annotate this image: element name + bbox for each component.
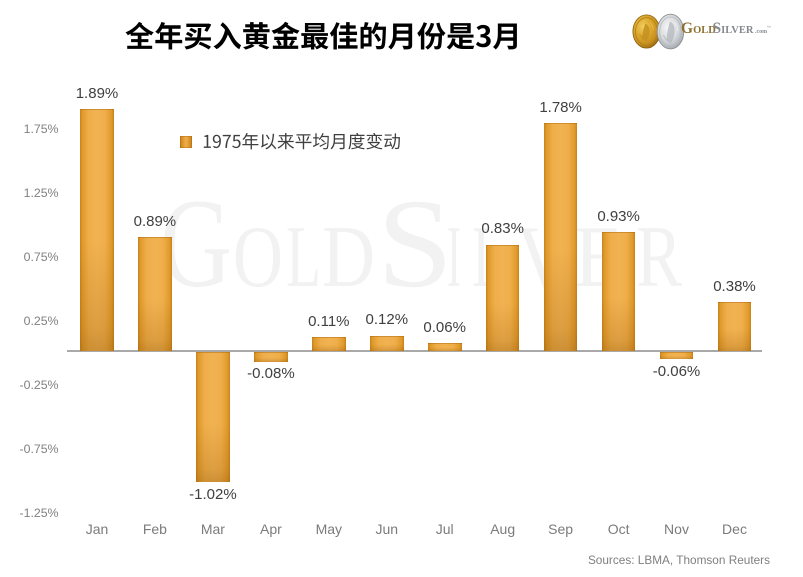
svg-text:R: R (636, 209, 682, 306)
svg-text:™: ™ (767, 25, 772, 30)
svg-text:G: G (160, 174, 232, 314)
svg-text:.com: .com (755, 29, 767, 35)
svg-text:GOLD: GOLD (681, 20, 716, 37)
svg-text:S: S (377, 174, 453, 314)
svg-text:D: D (322, 209, 375, 306)
svg-text:I: I (447, 209, 461, 306)
svg-text:L: L (286, 209, 321, 306)
svg-text:SILVER: SILVER (713, 20, 754, 37)
svg-text:O: O (233, 209, 283, 306)
